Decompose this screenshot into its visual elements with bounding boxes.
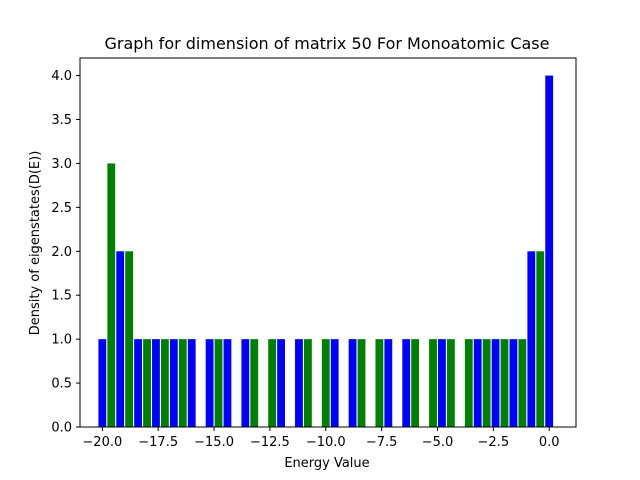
- x-tick-label: −12.5: [250, 435, 290, 450]
- y-tick-label: 3.5: [51, 113, 72, 128]
- y-tick-label: 0.0: [51, 421, 72, 436]
- bar-2: [116, 251, 125, 427]
- bar-38: [527, 251, 536, 427]
- bar-4: [134, 339, 142, 427]
- x-tick-label: −17.5: [138, 435, 178, 450]
- bar-19: [303, 339, 312, 427]
- bar-39: [536, 251, 545, 427]
- bar-30: [446, 339, 455, 427]
- y-tick-label: 1.0: [51, 333, 72, 348]
- x-axis-label: Energy Value: [284, 456, 369, 471]
- bar-37: [518, 339, 527, 427]
- bar-14: [241, 339, 250, 427]
- bar-31: [464, 339, 473, 427]
- x-tick-label: −15.0: [194, 435, 234, 450]
- chart-title: Graph for dimension of matrix 50 For Mon…: [105, 34, 550, 53]
- bar-21: [330, 339, 339, 427]
- bar-32: [473, 339, 482, 427]
- bar-10: [187, 339, 196, 427]
- y-tick-label: 2.5: [51, 201, 72, 216]
- bar-26: [402, 339, 411, 427]
- x-tick-label: −5.0: [422, 435, 454, 450]
- bar-12: [214, 339, 223, 427]
- y-tick-label: 0.5: [51, 377, 72, 392]
- plot-frame: [79, 57, 577, 428]
- bar-8: [169, 339, 178, 427]
- bar-3: [125, 251, 134, 427]
- bar-24: [375, 339, 384, 427]
- bar-0: [98, 339, 107, 427]
- bar-6: [152, 339, 160, 427]
- bar-29: [438, 339, 446, 427]
- bar-35: [500, 339, 509, 427]
- bar-36: [509, 339, 518, 427]
- bar-28: [429, 339, 437, 427]
- bar-34: [491, 339, 500, 427]
- x-tick-label: −10.0: [306, 435, 346, 450]
- bar-11: [205, 339, 214, 427]
- bar-18: [295, 339, 303, 427]
- x-axis-ticks: −20.0 −17.5 −15.0 −12.5 −10.0 −7.5 −5.0 −2.5 0.0: [82, 427, 560, 450]
- bar-15: [250, 339, 259, 427]
- bar-25: [384, 339, 393, 427]
- x-tick-label: −2.5: [478, 435, 510, 450]
- bar-23: [357, 339, 366, 427]
- y-tick-label: 3.0: [51, 157, 72, 172]
- y-axis-label: Density of eigenstates(D(E)): [28, 151, 43, 336]
- bars-group: [98, 75, 554, 427]
- bar-9: [178, 339, 187, 427]
- bar-13: [223, 339, 232, 427]
- x-tick-label: −20.0: [82, 435, 122, 450]
- bar-7: [160, 339, 169, 427]
- y-axis-ticks: 0.0 0.5 1.0 1.5 2.0 2.5 3.0 3.5 4.0: [51, 69, 80, 436]
- bar-17: [277, 339, 285, 427]
- bar-5: [143, 339, 151, 427]
- y-tick-label: 4.0: [51, 69, 72, 84]
- bar-16: [268, 339, 277, 427]
- y-tick-label: 1.5: [51, 289, 72, 304]
- x-tick-label: 0.0: [539, 435, 560, 450]
- bar-22: [348, 339, 357, 427]
- y-tick-label: 2.0: [51, 245, 72, 260]
- bar-33: [482, 339, 491, 427]
- bar-20: [321, 339, 330, 427]
- bar-1: [107, 163, 116, 427]
- bar-27: [411, 339, 420, 427]
- bar-40: [545, 75, 554, 427]
- x-tick-label: −7.5: [366, 435, 398, 450]
